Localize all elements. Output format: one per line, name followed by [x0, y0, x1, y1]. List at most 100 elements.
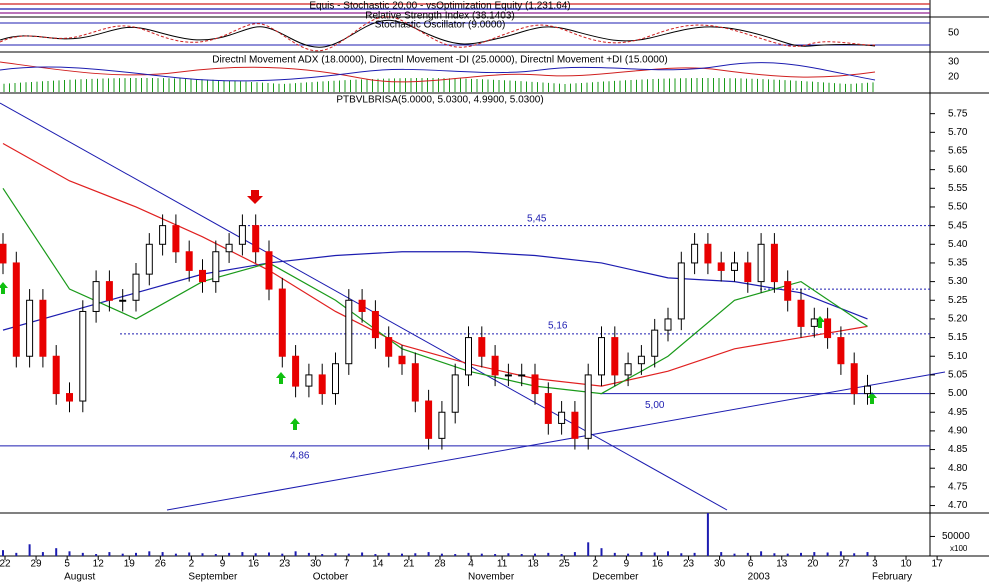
candle-body [398, 355, 406, 365]
dmi-title: Directnl Movement ADX (18.0000), Directn… [212, 55, 667, 66]
candle-body [39, 299, 47, 357]
level-label: 5,00 [645, 400, 665, 411]
candle-body [371, 310, 379, 339]
x-tick-label: 2 [189, 559, 195, 570]
month-label: October [313, 572, 349, 582]
chart-title: PTBVLBRISA(5.0000, 5.0300, 4.9900, 5.030… [336, 95, 543, 106]
y-tick-label: 5.20 [948, 314, 968, 325]
x-tick-label: 10 [900, 559, 912, 570]
y-tick-label: 5.00 [948, 388, 968, 399]
candle-body [26, 299, 34, 357]
month-label: 2003 [748, 572, 771, 582]
candle-body [810, 318, 818, 327]
y-tick-label: 4.70 [948, 500, 968, 511]
candle-body [265, 251, 273, 290]
y-tick-label: 5.35 [948, 258, 968, 269]
x-tick-label: 26 [155, 559, 167, 570]
x-tick-label: 4 [468, 559, 474, 570]
y-tick-label: 5.75 [948, 108, 968, 119]
candle-body [159, 225, 167, 245]
candle-body [79, 310, 87, 402]
y-tick-label: 4.95 [948, 407, 968, 418]
x-tick-label: 9 [220, 559, 226, 570]
x-tick-label: 21 [403, 559, 415, 570]
candle-body [318, 374, 326, 395]
y-tick-label: 5.05 [948, 370, 968, 381]
candle-body [92, 281, 100, 312]
candle-body [12, 262, 20, 357]
candle-body [478, 337, 486, 357]
x-tick-label: 16 [652, 559, 664, 570]
month-label: February [872, 572, 912, 582]
candle-body [345, 299, 353, 365]
x-tick-label: 2 [593, 559, 599, 570]
candle-body [637, 355, 645, 365]
candle-body [624, 363, 632, 376]
y-tick-label: 5.70 [948, 127, 968, 138]
y-tick-label: 5.30 [948, 276, 968, 287]
month-label: November [468, 572, 515, 582]
buy-arrow [276, 372, 286, 384]
stochastic-title: Stochastic Oscillator (9.0000) [375, 20, 506, 31]
stochastic-tick-label: 50 [948, 28, 960, 39]
x-tick-label: 18 [528, 559, 540, 570]
x-tick-label: 25 [559, 559, 571, 570]
volume-tick-label: 50000 [942, 531, 970, 542]
candle-body [837, 337, 845, 365]
y-tick-label: 4.90 [948, 426, 968, 437]
level-label: 4,86 [290, 450, 310, 461]
candle-body [491, 355, 499, 376]
candle-body [797, 299, 805, 327]
candle-body [571, 411, 579, 439]
x-tick-label: 11 [497, 559, 508, 570]
x-tick-label: 14 [372, 559, 384, 570]
x-tick-label: 9 [624, 559, 630, 570]
candle-body [119, 299, 127, 302]
y-tick-label: 4.85 [948, 444, 968, 455]
candle-body [850, 363, 858, 395]
plus-di [0, 62, 876, 82]
candle-body [172, 225, 180, 253]
y-tick-label: 4.75 [948, 482, 968, 493]
candle-body [731, 262, 738, 271]
moving-average [2, 187, 868, 395]
candle-body [212, 251, 220, 283]
candle-body [332, 363, 339, 395]
candle-body [451, 374, 459, 413]
buy-arrow [0, 282, 8, 294]
candle-body [145, 243, 153, 275]
buy-arrow [290, 418, 300, 430]
x-tick-label: 19 [124, 559, 136, 570]
candle-body [278, 288, 286, 357]
candle-body [305, 374, 313, 387]
y-tick-label: 5.45 [948, 220, 968, 231]
candle-body [584, 374, 592, 439]
candle-body [691, 243, 699, 264]
x-tick-label: 28 [434, 559, 446, 570]
candle-body [185, 251, 193, 271]
candle-body [598, 337, 605, 376]
y-tick-label: 5.15 [948, 332, 968, 343]
candle-body [385, 337, 393, 357]
y-tick-label: 5.10 [948, 351, 968, 362]
moving-average [2, 142, 868, 387]
y-tick-label: 5.55 [948, 183, 968, 194]
candle-body [757, 243, 765, 283]
candle-body [664, 318, 672, 331]
adx-bars [3, 78, 874, 92]
x-tick-label: 30 [714, 559, 726, 570]
equity-title: Equis - Stochastic 20,00 - vsOptimizatio… [309, 1, 570, 12]
moving-average [2, 251, 868, 331]
dmi-tick-label: 20 [948, 72, 960, 83]
x-tick-label: 23 [683, 559, 695, 570]
candle-body [425, 400, 433, 439]
month-label: December [592, 572, 639, 582]
candle-body [0, 243, 7, 264]
trendline [166, 371, 946, 511]
x-tick-label: 23 [279, 559, 291, 570]
sell-arrow [247, 190, 263, 204]
level-label: 5,45 [527, 213, 547, 224]
candle-body [824, 318, 832, 339]
candle-body [238, 225, 246, 245]
